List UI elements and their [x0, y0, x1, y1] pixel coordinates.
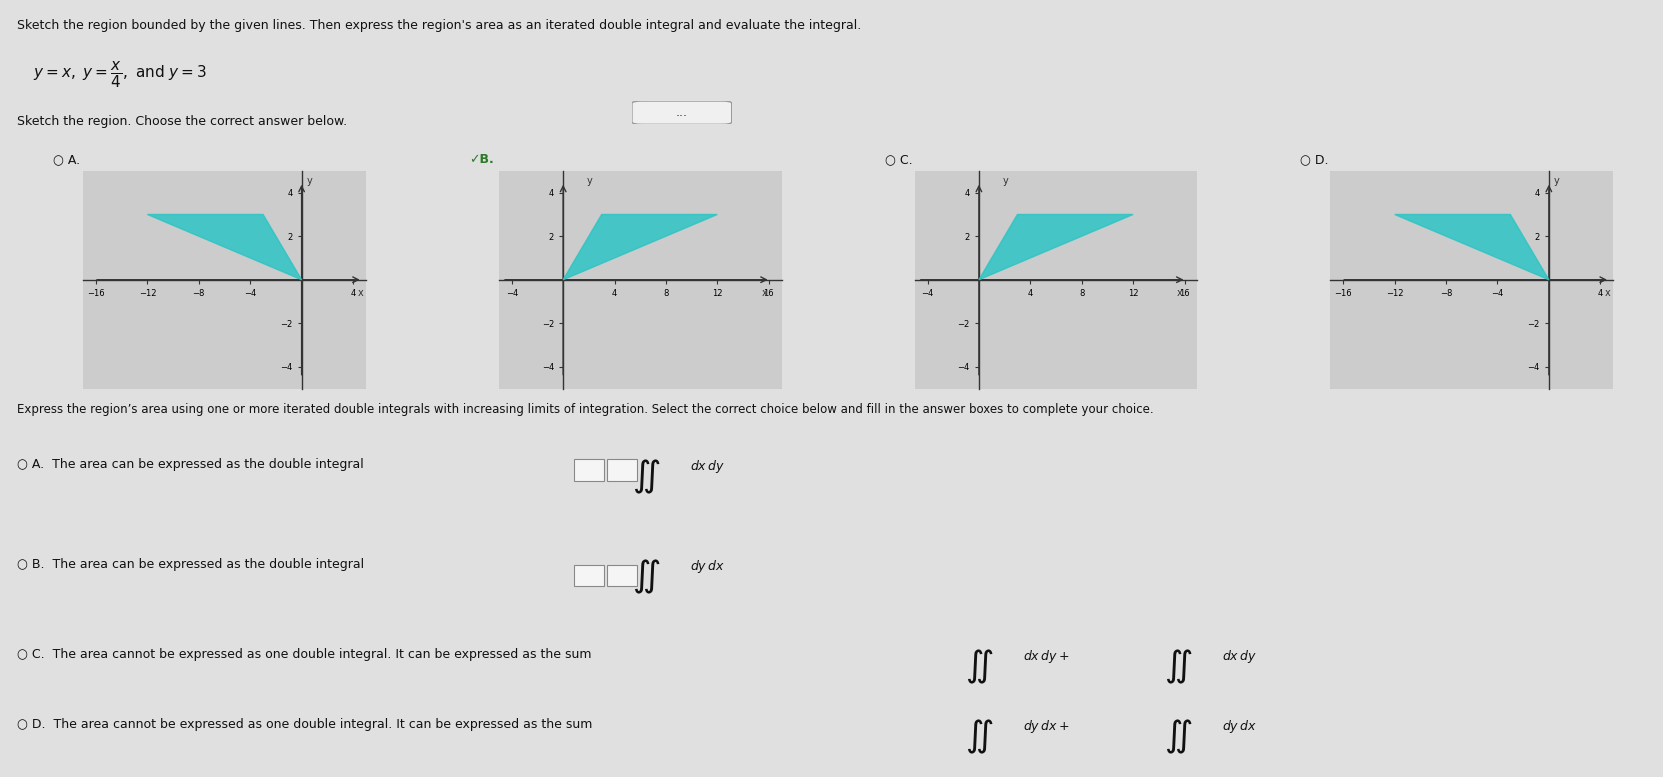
Text: x: x [1605, 288, 1611, 298]
Text: ✓B.: ✓B. [469, 153, 494, 166]
Text: ○ C.: ○ C. [885, 153, 913, 166]
Text: $\int\!\!\int$: $\int\!\!\int$ [965, 718, 993, 756]
Text: $\int\!\!\int$: $\int\!\!\int$ [965, 648, 993, 686]
Text: $dy\, dx$: $dy\, dx$ [690, 558, 725, 575]
Text: $\int\!\!\int$: $\int\!\!\int$ [1164, 648, 1192, 686]
Polygon shape [564, 214, 717, 280]
Text: $dy\, dx$: $dy\, dx$ [1222, 718, 1257, 734]
FancyBboxPatch shape [632, 101, 732, 124]
Text: y: y [1553, 176, 1560, 186]
Text: Express the region’s area using one or more iterated double integrals with incre: Express the region’s area using one or m… [17, 403, 1152, 416]
Text: y: y [1003, 176, 1008, 186]
Bar [574, 459, 604, 481]
Text: x: x [762, 288, 767, 298]
Text: ...: ... [675, 106, 688, 119]
Text: ○ A.  The area can be expressed as the double integral: ○ A. The area can be expressed as the do… [17, 458, 364, 471]
Text: y: y [587, 176, 592, 186]
Polygon shape [980, 214, 1133, 280]
Bar [607, 566, 637, 586]
Text: $y=x,\ y=\dfrac{x}{4},\ \mathrm{and}\ y=3$: $y=x,\ y=\dfrac{x}{4},\ \mathrm{and}\ y=… [33, 61, 208, 90]
Text: $\int\!\!\int$: $\int\!\!\int$ [1164, 718, 1192, 756]
Text: $dx\, dy$: $dx\, dy$ [1222, 648, 1257, 664]
Text: y: y [306, 176, 313, 186]
Text: x: x [358, 288, 364, 298]
Text: $dy\, dx +$: $dy\, dx +$ [1023, 718, 1069, 734]
Bar [607, 459, 637, 481]
Text: Sketch the region. Choose the correct answer below.: Sketch the region. Choose the correct an… [17, 114, 348, 127]
Text: $\int\!\!\int$: $\int\!\!\int$ [632, 558, 660, 596]
Text: ○ A.: ○ A. [53, 153, 80, 166]
Text: Sketch the region bounded by the given lines. Then express the region's area as : Sketch the region bounded by the given l… [17, 19, 861, 32]
Text: x: x [1177, 288, 1182, 298]
Text: $\int\!\!\int$: $\int\!\!\int$ [632, 458, 660, 497]
Text: ○ B.  The area can be expressed as the double integral: ○ B. The area can be expressed as the do… [17, 558, 364, 571]
Text: $dx\, dy +$: $dx\, dy +$ [1023, 648, 1069, 664]
Polygon shape [1395, 214, 1548, 280]
Text: ○ D.  The area cannot be expressed as one double integral. It can be expressed a: ○ D. The area cannot be expressed as one… [17, 718, 592, 730]
Text: ○ D.: ○ D. [1300, 153, 1329, 166]
Polygon shape [148, 214, 301, 280]
Bar [574, 566, 604, 586]
Text: $dx\, dy$: $dx\, dy$ [690, 458, 725, 475]
Text: ○ C.  The area cannot be expressed as one double integral. It can be expressed a: ○ C. The area cannot be expressed as one… [17, 648, 590, 660]
